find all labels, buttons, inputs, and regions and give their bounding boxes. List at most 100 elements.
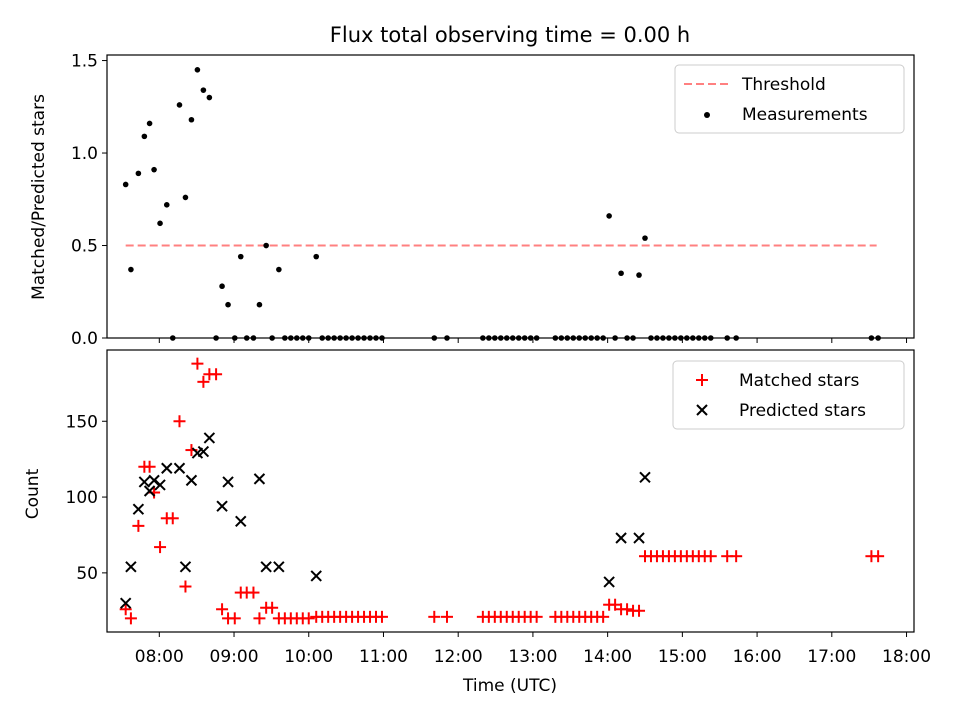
count-y-tick-label: 100	[66, 488, 98, 508]
matched-star-point	[173, 415, 186, 428]
measurement-point	[642, 235, 648, 241]
predicted-star-point	[216, 500, 228, 512]
predicted-star-point	[603, 576, 615, 588]
legend-predicted-label: Predicted stars	[739, 401, 866, 421]
measurement-point	[157, 220, 163, 227]
predicted-star-point	[253, 473, 266, 485]
predicted-star-point	[310, 570, 322, 582]
matched-star-point	[247, 586, 260, 599]
x-tick-label: 18:00	[882, 647, 931, 667]
x-tick-label: 08:00	[135, 647, 184, 667]
count-legend-box	[672, 360, 905, 430]
matched-star-point	[704, 550, 717, 563]
measurement-point	[636, 272, 642, 278]
measurement-point	[122, 181, 129, 188]
matched-star-point	[119, 603, 132, 616]
count-legend: Matched stars Predicted stars	[672, 360, 905, 430]
count-y-tick-label: 150	[66, 412, 98, 432]
count-y-tick-label: 50	[76, 564, 98, 584]
measurement-point	[176, 102, 183, 108]
matched-star-point	[530, 610, 543, 623]
predicted-star-point	[185, 474, 198, 487]
matched-star-point	[621, 603, 634, 616]
matched-star-point	[253, 612, 266, 625]
predicted-star-point	[639, 471, 651, 484]
ratio-y-tick-label: 1.0	[71, 144, 98, 164]
legend-matched-swatch	[696, 374, 708, 386]
legend-measurements-label: Measurements	[742, 105, 868, 125]
measurement-point	[276, 266, 282, 273]
predicted-star-point	[179, 561, 192, 573]
measurement-point	[263, 242, 269, 249]
predicted-star-point	[161, 462, 173, 474]
predicted-star-point	[197, 445, 210, 458]
count-plot-frame	[106, 349, 915, 633]
chart-title: Flux total observing time = 0.00 h	[330, 23, 690, 47]
measurement-point	[256, 301, 263, 308]
predicted-star-point	[273, 561, 285, 573]
x-axis-label: Time (UTC)	[462, 676, 557, 696]
predicted-star-point	[633, 532, 645, 544]
matched-star-point	[166, 512, 179, 525]
matched-star-point	[428, 610, 441, 623]
x-tick-label: 17:00	[807, 647, 856, 667]
legend-measurements-swatch	[704, 112, 710, 118]
matched-star-point	[266, 601, 279, 614]
predicted-star-point	[615, 532, 627, 544]
measurement-point	[194, 66, 201, 73]
matched-star-point	[143, 460, 156, 473]
measurement-point	[219, 283, 225, 290]
x-tick-label: 12:00	[434, 647, 483, 667]
count-y-axis-label: Count	[23, 468, 43, 519]
legend-threshold-label: Threshold	[741, 75, 826, 95]
matched-star-point	[597, 610, 610, 623]
measurement-point	[606, 213, 612, 219]
matched-star-point	[154, 541, 167, 554]
matched-star-point	[216, 603, 229, 616]
measurement-point	[163, 202, 170, 208]
measurement-point	[151, 166, 157, 173]
ratio-y-tick-label: 0.0	[71, 329, 98, 349]
matched-star-point	[633, 604, 646, 617]
measurement-point	[200, 87, 207, 93]
count-panel: 50 100 150 08:00 09:00 10:00 11:00 12:00 13:00 14…	[23, 349, 931, 696]
matched-star-point	[132, 519, 145, 532]
predicted-star-point	[119, 597, 132, 609]
matched-star-point	[440, 610, 453, 623]
matched-star-point	[375, 610, 388, 623]
matched-star-point	[228, 612, 241, 625]
measurement-point	[135, 170, 142, 177]
matched-star-point	[730, 550, 743, 563]
measurement-point	[146, 120, 153, 127]
measurement-point	[141, 133, 148, 140]
matched-star-point	[302, 612, 315, 625]
ratio-y-tick-label: 1.5	[71, 52, 98, 72]
ratio-legend-box	[674, 64, 905, 134]
x-tick-label: 11:00	[359, 647, 408, 667]
predicted-star-point	[260, 561, 272, 573]
measurement-point	[225, 301, 231, 308]
measurement-point	[182, 194, 189, 201]
ratio-y-tick-label: 0.5	[71, 237, 98, 257]
matched-star-point	[197, 375, 210, 388]
matched-star-point	[210, 368, 223, 381]
predicted-star-point	[235, 515, 247, 528]
measurement-point	[237, 253, 244, 260]
predicted-star-point	[125, 561, 137, 573]
matched-star-point	[872, 550, 885, 563]
ratio-panel: 0.0 0.5 1.0 1.5 Matched/Predicted stars Thr…	[29, 52, 915, 349]
legend-matched-label: Matched stars	[739, 371, 859, 391]
x-tick-label: 10:00	[284, 647, 333, 667]
predicted-star-point	[154, 479, 166, 491]
predicted-star-point	[203, 432, 216, 444]
ratio-legend: Threshold Measurements	[674, 64, 905, 134]
measurement-point	[128, 266, 134, 273]
x-tick-label: 14:00	[583, 647, 632, 667]
predicted-star-point	[173, 462, 186, 474]
x-tick-label: 09:00	[210, 647, 259, 667]
predicted-star-point	[132, 503, 145, 515]
predicted-star-point	[148, 474, 160, 487]
measurement-point	[206, 94, 213, 101]
x-tick-label: 13:00	[508, 647, 557, 667]
